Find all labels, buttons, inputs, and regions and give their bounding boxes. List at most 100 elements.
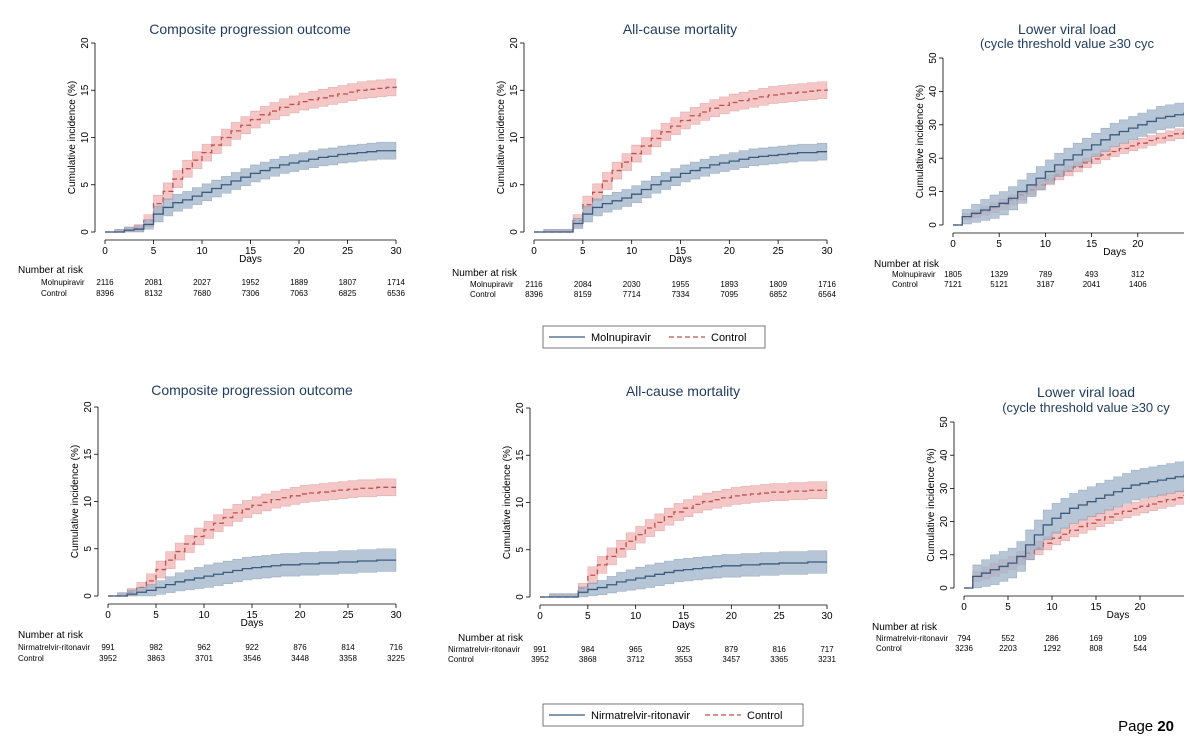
risk-value: 3712 xyxy=(627,655,645,664)
risk-value: 1714 xyxy=(387,278,405,287)
plot-area xyxy=(534,80,828,233)
y-tick-label: 5 xyxy=(80,182,91,188)
risk-row-label: Nirmatrelvir-ritonavir xyxy=(876,634,948,643)
x-tick-label: 5 xyxy=(996,239,1002,250)
risk-value: 2084 xyxy=(574,280,592,289)
control-ci-band xyxy=(105,77,397,233)
y-tick-label: 15 xyxy=(515,449,526,461)
risk-value: 8132 xyxy=(145,289,163,298)
risk-header: Number at risk xyxy=(458,633,524,644)
x-tick-label: 5 xyxy=(580,246,586,257)
risk-value: 3225 xyxy=(387,654,405,663)
chart-title: All-cause mortality xyxy=(623,21,737,37)
plot-area xyxy=(540,481,828,598)
x-tick-label: 5 xyxy=(151,246,157,257)
risk-value: 7680 xyxy=(193,289,211,298)
risk-value: 2203 xyxy=(999,644,1017,653)
x-tick-label: 15 xyxy=(675,246,687,257)
y-tick-label: 10 xyxy=(509,132,520,144)
risk-value: 3187 xyxy=(1037,280,1055,289)
chart-panel-6: Lower viral load(cycle threshold value ≥… xyxy=(872,384,1184,653)
chart-panel-5: All-cause mortality 0 5 10 15 20 Cumulative in… xyxy=(448,383,836,664)
risk-value: 2041 xyxy=(1083,280,1101,289)
chart-title: Composite progression outcome xyxy=(149,21,351,37)
y-tick-label: 50 xyxy=(939,416,950,428)
control-ci-band xyxy=(534,80,828,233)
y-tick-label: 30 xyxy=(939,482,950,494)
risk-row-label: Nirmatrelvir-ritonavir xyxy=(448,645,520,654)
x-tick-label: 15 xyxy=(1086,239,1098,250)
chart-panel-3: Lower viral load(cycle threshold value ≥… xyxy=(874,21,1184,289)
treatment-series-line xyxy=(964,474,1184,589)
y-tick-label: 10 xyxy=(928,186,939,198)
risk-value: 3457 xyxy=(722,655,740,664)
x-tick-label: 30 xyxy=(821,611,833,622)
y-tick-label: 40 xyxy=(928,85,939,97)
x-tick-label: 10 xyxy=(196,246,208,257)
risk-value: 962 xyxy=(197,643,211,652)
y-tick-label: 0 xyxy=(939,585,950,591)
chart-panel-2: All-cause mortality 0 5 10 15 20 Cumulative in… xyxy=(452,21,836,299)
y-tick-label: 20 xyxy=(515,402,526,414)
x-tick-label: 10 xyxy=(198,610,210,621)
risk-row-label: Molnupiravir xyxy=(892,270,936,279)
risk-value: 7121 xyxy=(944,280,962,289)
risk-value: 3868 xyxy=(579,655,597,664)
x-axis-label: Days xyxy=(1107,610,1130,621)
risk-row-label: Control xyxy=(448,655,474,664)
legend-control-label: Control xyxy=(747,710,782,722)
y-tick-label: 0 xyxy=(515,594,526,600)
y-axis-label: Cumulative incidence (%) xyxy=(502,446,513,559)
risk-value: 7334 xyxy=(672,290,690,299)
risk-row-label: Control xyxy=(892,280,918,289)
risk-value: 982 xyxy=(149,643,163,652)
risk-value: 493 xyxy=(1085,270,1099,279)
risk-value: 1952 xyxy=(242,278,260,287)
risk-value: 3546 xyxy=(243,654,261,663)
chart-title: Lower viral load xyxy=(1037,384,1135,400)
page-label: Page xyxy=(1118,718,1154,735)
risk-row-label: Control xyxy=(41,289,67,298)
risk-value: 965 xyxy=(629,645,643,654)
x-tick-label: 20 xyxy=(724,246,736,257)
risk-value: 3952 xyxy=(99,654,117,663)
chart-subtitle: (cycle threshold value ≥30 cy xyxy=(1002,400,1170,415)
y-tick-label: 0 xyxy=(80,229,91,235)
risk-value: 1406 xyxy=(1129,280,1147,289)
y-axis-label: Cumulative incidence (%) xyxy=(496,81,507,194)
risk-value: 3236 xyxy=(955,644,973,653)
treatment-ci-band xyxy=(105,141,397,233)
risk-value: 794 xyxy=(957,634,971,643)
risk-value: 169 xyxy=(1089,634,1103,643)
x-tick-label: 20 xyxy=(726,611,738,622)
risk-value: 5121 xyxy=(990,280,1008,289)
x-tick-label: 5 xyxy=(153,610,159,621)
x-tick-label: 30 xyxy=(390,246,402,257)
risk-header: Number at risk xyxy=(874,259,940,270)
x-tick-label: 25 xyxy=(342,610,354,621)
risk-value: 1716 xyxy=(818,280,836,289)
risk-header: Number at risk xyxy=(452,268,518,279)
chart-subtitle: (cycle threshold value ≥30 cyc xyxy=(980,36,1155,51)
risk-value: 3553 xyxy=(675,655,693,664)
treatment-series-line xyxy=(953,112,1184,226)
risk-value: 1807 xyxy=(339,278,357,287)
risk-value: 2116 xyxy=(525,280,543,289)
risk-value: 8396 xyxy=(96,289,114,298)
risk-row-label: Control xyxy=(18,654,44,663)
y-tick-label: 10 xyxy=(80,132,91,144)
risk-value: 6852 xyxy=(769,290,787,299)
x-tick-label: 0 xyxy=(537,611,543,622)
risk-value: 2027 xyxy=(193,278,211,287)
risk-value: 7095 xyxy=(720,290,738,299)
treatment-ci-band xyxy=(108,548,397,597)
x-axis-label: Days xyxy=(239,254,262,265)
y-tick-label: 10 xyxy=(939,549,950,561)
risk-value: 879 xyxy=(725,645,739,654)
risk-value: 3358 xyxy=(339,654,357,663)
y-tick-label: 50 xyxy=(928,52,939,64)
risk-value: 925 xyxy=(677,645,691,654)
risk-value: 991 xyxy=(101,643,115,652)
y-tick-label: 20 xyxy=(80,37,91,49)
risk-value: 2030 xyxy=(623,280,641,289)
